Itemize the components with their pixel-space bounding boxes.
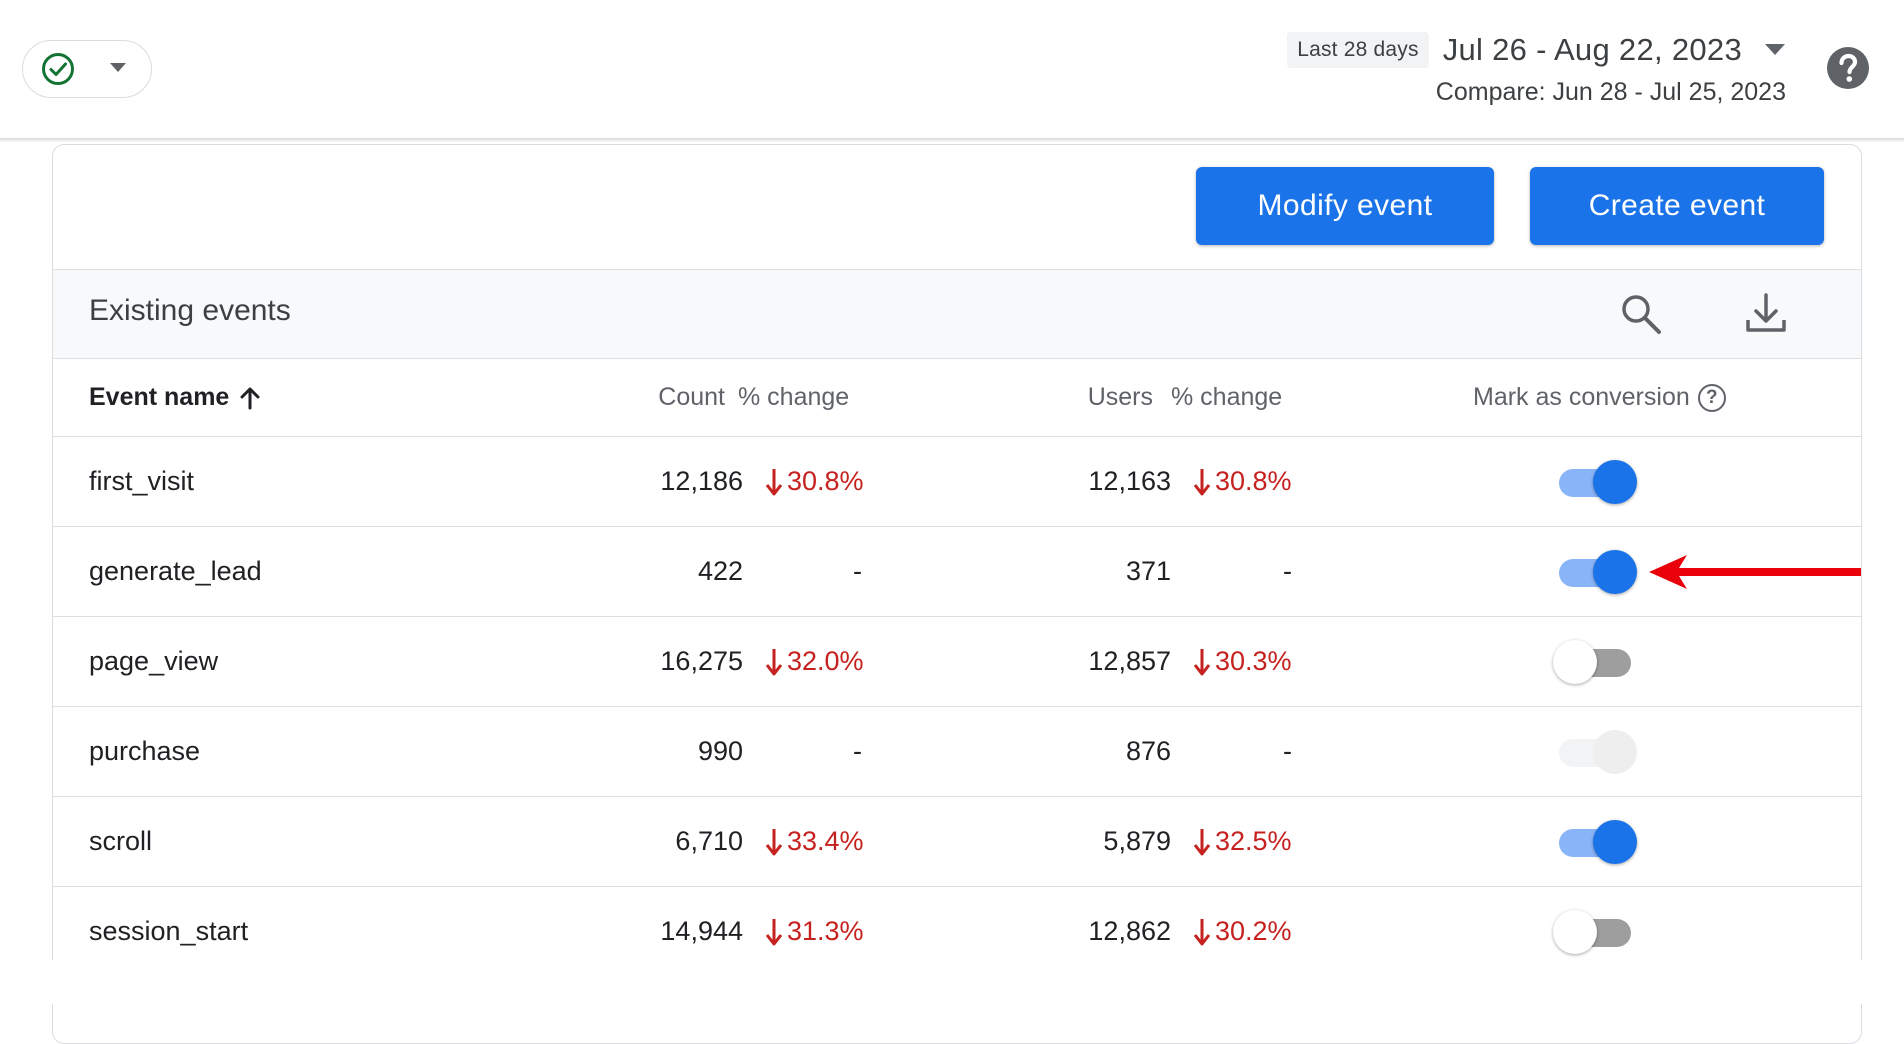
toggle-thumb: [1593, 460, 1637, 504]
count-cell: 422: [697, 556, 743, 586]
download-icon[interactable]: [1743, 290, 1789, 336]
users-change-cell: -: [1283, 556, 1292, 586]
table-row: purchase 990 - 876 -: [53, 707, 1861, 797]
count-change-cell: -: [853, 736, 862, 766]
check-circle-icon: [42, 53, 74, 85]
annotation-arrow-icon: [1649, 555, 1861, 589]
help-circle-icon[interactable]: ?: [1697, 383, 1726, 412]
users-column-header[interactable]: Users: [1087, 383, 1153, 411]
event-name-cell: session_start: [89, 916, 249, 946]
conversion-toggle[interactable]: [1553, 550, 1637, 594]
conversion-toggle[interactable]: [1553, 730, 1637, 774]
users-change-cell: 30.8%: [1193, 466, 1292, 497]
event-name-cell: page_view: [89, 646, 219, 676]
arrow-down-icon: [765, 648, 783, 675]
bottom-whitespace: [0, 960, 1904, 1004]
event-name-cell: scroll: [89, 826, 153, 856]
users-cell: 12,163: [1088, 466, 1171, 496]
caret-down-icon: [110, 63, 126, 72]
event-name-column-header[interactable]: Event name: [89, 383, 261, 412]
toggle-thumb: [1593, 550, 1637, 594]
count-cell: 12,186: [660, 466, 743, 496]
existing-events-header: Existing events: [53, 269, 1861, 359]
date-preset-chip: Last 28 days: [1287, 32, 1429, 68]
count-change-cell: -: [853, 556, 862, 586]
count-change-column-header[interactable]: % change: [738, 383, 850, 411]
sort-arrow-up-icon: [240, 387, 260, 409]
users-change-cell: -: [1283, 736, 1292, 766]
arrow-down-icon: [1193, 648, 1211, 675]
count-cell: 990: [697, 736, 743, 766]
count-change-cell: 30.8%: [765, 466, 864, 497]
count-cell: 14,944: [660, 916, 743, 946]
users-cell: 5,879: [1103, 826, 1171, 856]
count-change-cell: 33.4%: [765, 826, 864, 857]
conversion-column-header: Mark as conversion ?: [1473, 383, 1726, 412]
modify-event-button[interactable]: Modify event: [1196, 167, 1494, 245]
users-change-cell: 30.3%: [1193, 646, 1292, 677]
count-cell: 6,710: [675, 826, 743, 856]
arrow-down-icon: [1193, 468, 1211, 495]
arrow-down-icon: [765, 828, 783, 855]
table-header: Event name Count % change Users % change…: [53, 359, 1861, 437]
section-title: Existing events: [89, 294, 291, 327]
table-row: page_view 16,275 32.0% 12,857 30.3%: [53, 617, 1861, 707]
users-change-cell: 30.2%: [1193, 916, 1292, 947]
users-cell: 12,857: [1088, 646, 1171, 676]
users-change-value: 30.2%: [1215, 916, 1292, 946]
count-change-value: 32.0%: [787, 646, 864, 676]
users-cell: 371: [1125, 556, 1171, 586]
compare-range-label: Compare: Jun 28 - Jul 25, 2023: [1435, 78, 1786, 106]
count-change-cell: 32.0%: [765, 646, 864, 677]
header-divider: [0, 138, 1904, 140]
help-icon[interactable]: [1826, 46, 1870, 90]
events-table-body: first_visit 12,186 30.8% 12,163 30.8% ge…: [53, 437, 1861, 977]
event-name-cell: generate_lead: [89, 556, 262, 586]
table-row: generate_lead 422 - 371 -: [53, 527, 1861, 617]
count-change-cell: 31.3%: [765, 916, 864, 947]
arrow-down-icon: [765, 468, 783, 495]
count-cell: 16,275: [660, 646, 743, 676]
count-change-value: 30.8%: [787, 466, 864, 496]
caret-down-icon: [1765, 44, 1785, 55]
users-change-column-header[interactable]: % change: [1171, 383, 1283, 411]
search-icon[interactable]: [1619, 292, 1663, 336]
conversion-toggle[interactable]: [1553, 640, 1637, 684]
toggle-thumb: [1553, 640, 1597, 684]
users-cell: 12,862: [1088, 916, 1171, 946]
conversion-toggle[interactable]: [1553, 910, 1637, 954]
conversion-toggle[interactable]: [1553, 460, 1637, 504]
comparison-filter-chip[interactable]: [22, 40, 152, 98]
toggle-thumb: [1593, 820, 1637, 864]
event-name-cell: purchase: [89, 736, 201, 766]
toggle-thumb: [1593, 730, 1637, 774]
arrow-down-icon: [1193, 828, 1211, 855]
date-range-label: Jul 26 - Aug 22, 2023: [1442, 32, 1742, 67]
users-cell: 876: [1125, 736, 1171, 766]
create-event-button[interactable]: Create event: [1530, 167, 1824, 245]
users-change-cell: 32.5%: [1193, 826, 1292, 857]
count-change-value: 33.4%: [787, 826, 864, 856]
table-row: scroll 6,710 33.4% 5,879 32.5%: [53, 797, 1861, 887]
count-change-value: 31.3%: [787, 916, 864, 946]
events-card: Modify event Create event Existing event…: [52, 144, 1862, 1044]
table-row: first_visit 12,186 30.8% 12,163 30.8%: [53, 437, 1861, 527]
arrow-down-icon: [765, 918, 783, 945]
count-column-header[interactable]: Count: [658, 383, 725, 411]
event-name-header-label: Event name: [89, 383, 230, 411]
conversion-header-label: Mark as conversion: [1473, 383, 1690, 411]
conversion-toggle[interactable]: [1553, 820, 1637, 864]
event-name-cell: first_visit: [89, 466, 195, 496]
toggle-thumb: [1553, 910, 1597, 954]
users-change-value: 30.8%: [1215, 466, 1292, 496]
arrow-down-icon: [1193, 918, 1211, 945]
users-change-value: 30.3%: [1215, 646, 1292, 676]
users-change-value: 32.5%: [1215, 826, 1292, 856]
date-range-picker[interactable]: Last 28 days Jul 26 - Aug 22, 2023 Compa…: [1287, 30, 1786, 107]
